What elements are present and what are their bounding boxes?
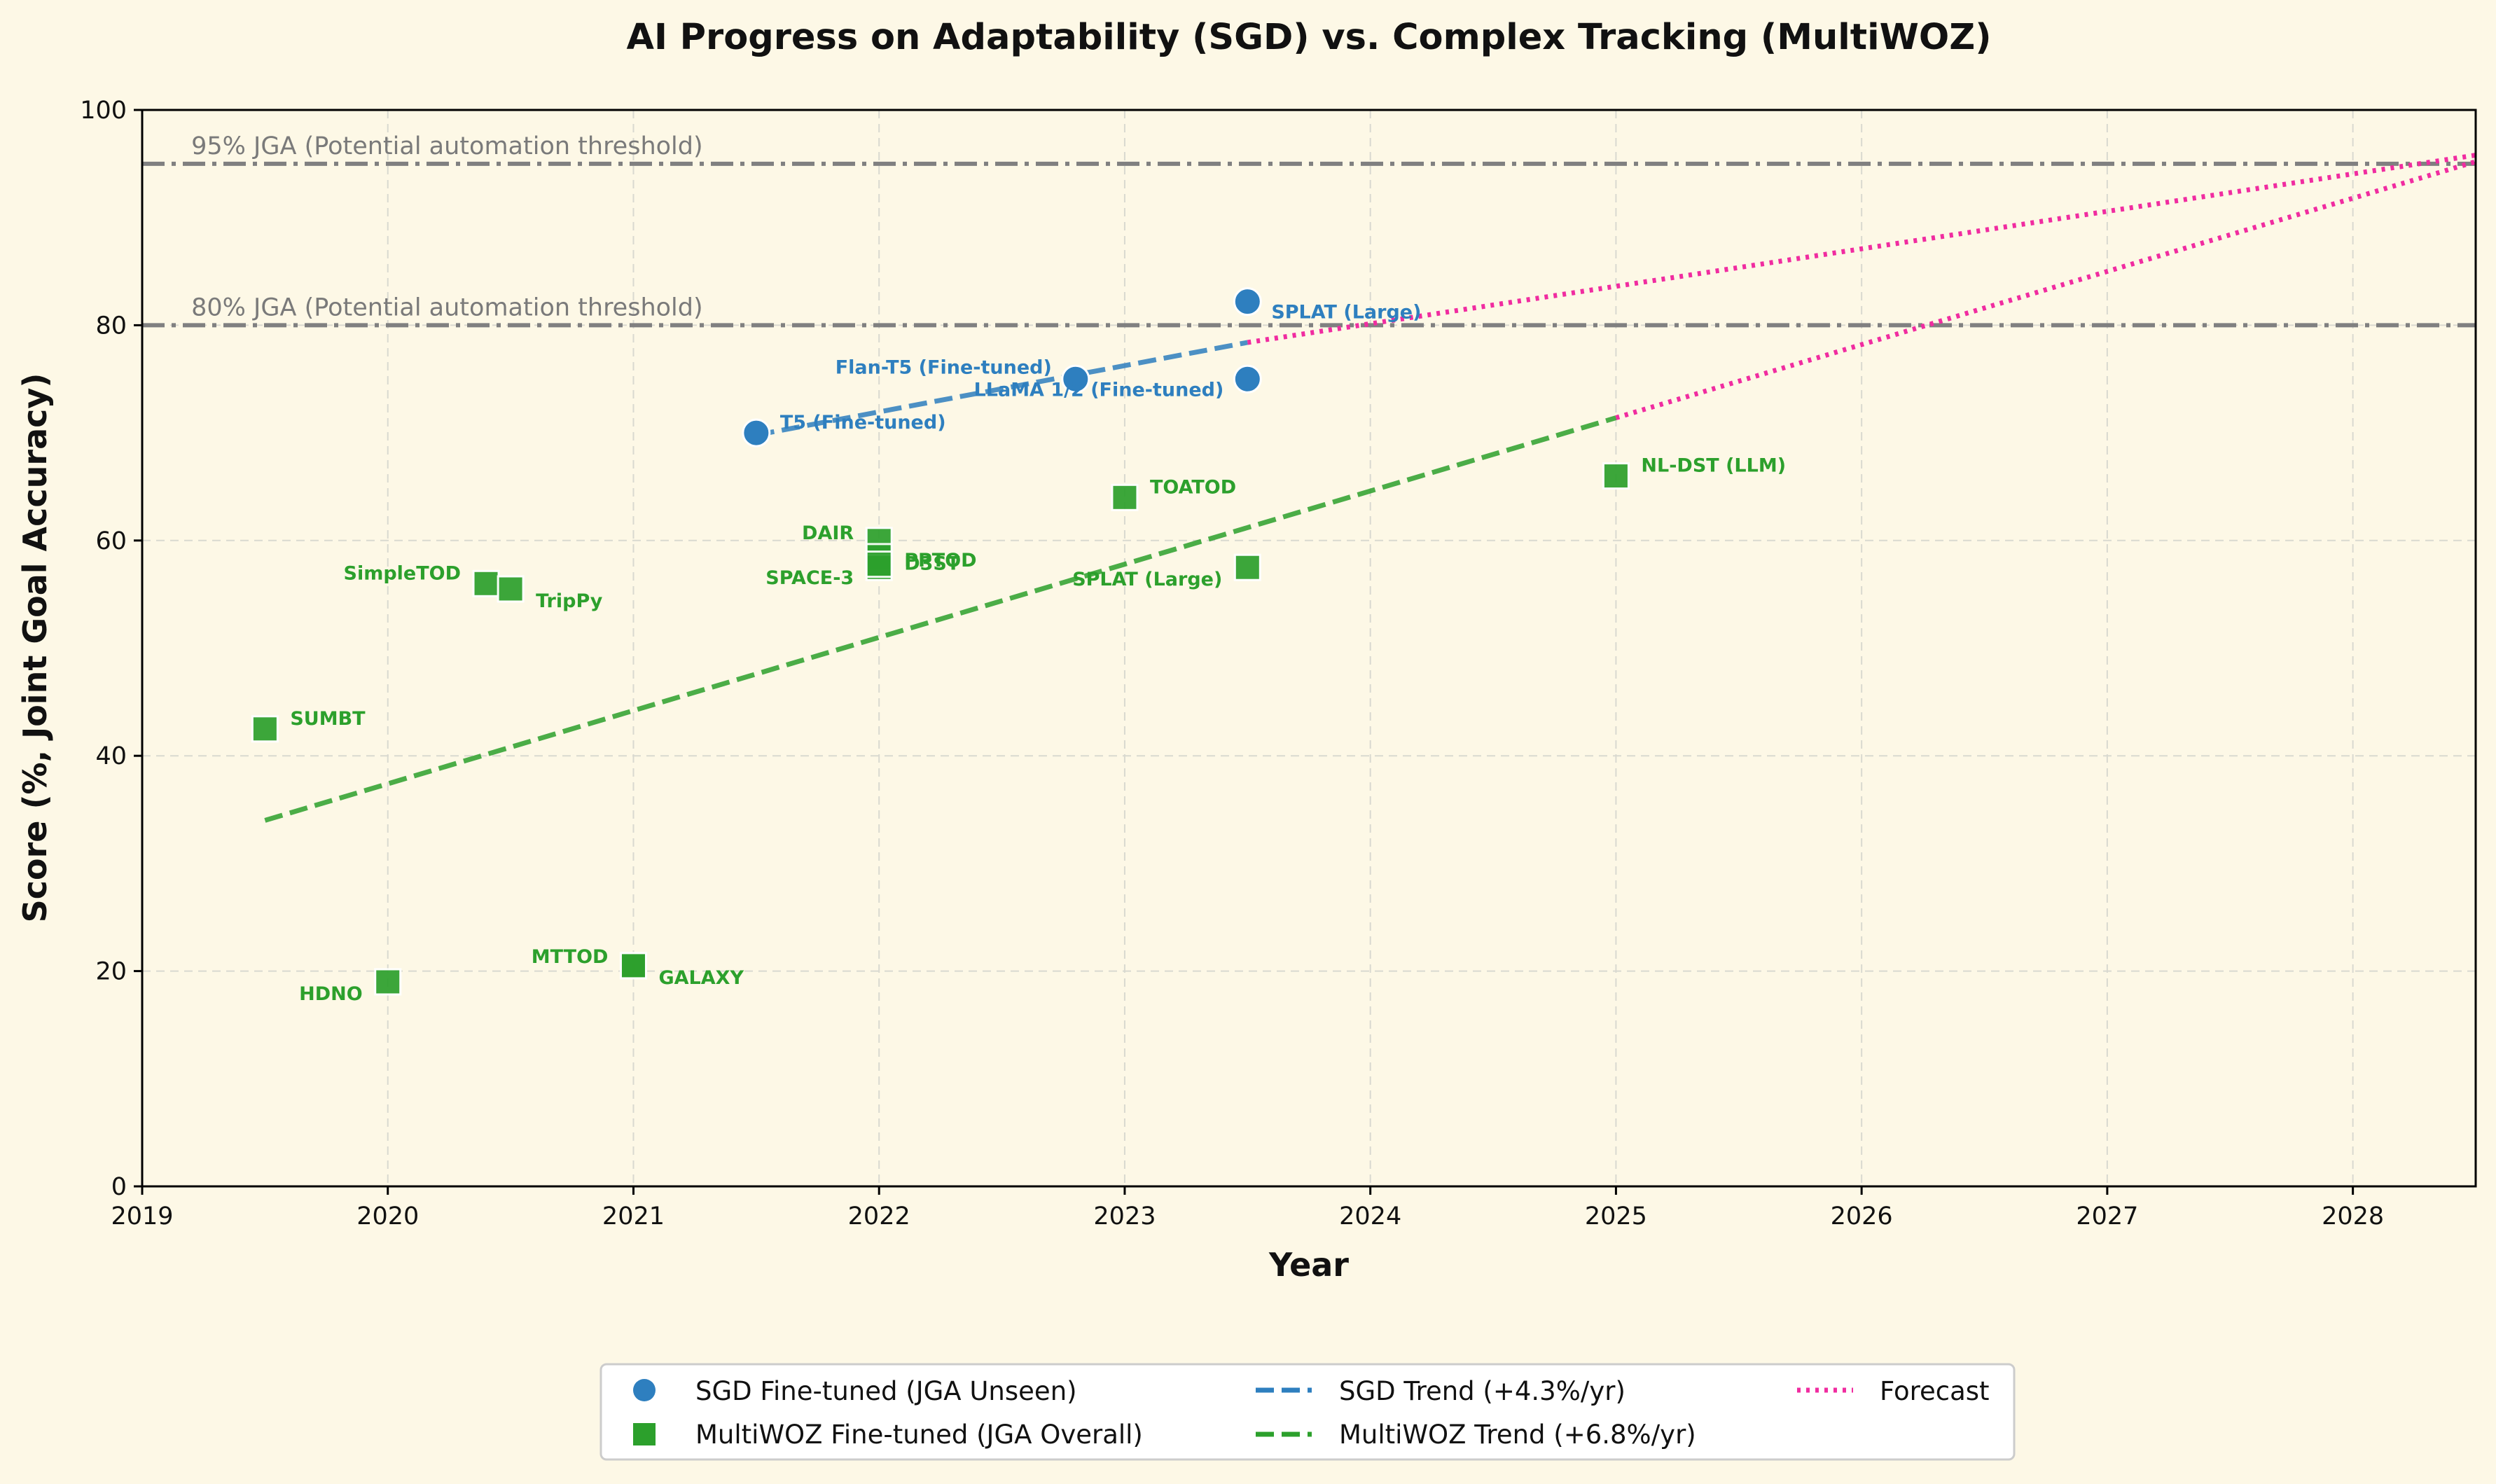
- point-labels: T5 (Fine-tuned) Flan-T5 (Fine-tuned)LLaMA…: [290, 302, 1786, 1005]
- x-tick-label: 2028: [2322, 1202, 2384, 1230]
- x-tick-label: 2019: [111, 1202, 173, 1230]
- axes: 2019 2020 2021 2022 2023 2024 2025 2026 2027 2028…: [80, 97, 2384, 1230]
- multiwoz-point-label: PPTOD: [904, 550, 976, 571]
- sgd-point: [1233, 364, 1262, 394]
- multiwoz-point-label: GALAXY: [658, 967, 744, 989]
- sgd-point: [1061, 364, 1090, 394]
- multiwoz-point: [374, 968, 402, 996]
- plot-area: [142, 110, 2476, 1186]
- forecast-line: [1247, 153, 2476, 345]
- multiwoz-point-label: TripPy: [536, 590, 603, 612]
- multiwoz-point: [865, 550, 893, 578]
- legend: SGD Fine-tuned (JGA Unseen) MultiWOZ Fin…: [599, 1363, 2016, 1461]
- multiwoz-point-label: SUMBT: [290, 708, 366, 730]
- x-tick-label: 2022: [848, 1202, 910, 1230]
- sgd-point-label: LLaMA 1/2 (Fine-tuned): [974, 379, 1224, 401]
- chart-title: AI Progress on Adaptability (SGD) vs. Co…: [626, 17, 1991, 58]
- multiwoz-point-label: MTTOD: [532, 946, 609, 968]
- sgd-point-label: Flan-T5 (Fine-tuned): [836, 356, 1052, 378]
- multiwoz-point: [1233, 553, 1261, 581]
- multiwoz-point: [497, 575, 525, 603]
- x-tick-label: 2021: [602, 1202, 665, 1230]
- sgd-trend-line: [756, 340, 1248, 438]
- threshold-label: 95% JGA (Potential automation threshold): [191, 132, 703, 160]
- data-points: [251, 287, 1630, 996]
- multiwoz-point-label: SimpleTOD: [344, 562, 462, 584]
- sgd-point-label: SPLAT (Large): [1271, 302, 1421, 324]
- multiwoz-point: [1111, 483, 1139, 511]
- y-tick-label: 60: [95, 527, 127, 555]
- multiwoz-point-label: D3ST: [904, 553, 960, 575]
- x-tick-label: 2026: [1831, 1202, 1893, 1230]
- y-tick-label: 80: [95, 312, 127, 340]
- multiwoz-point-label: HDNO: [299, 983, 363, 1005]
- x-tick-label: 2025: [1585, 1202, 1647, 1230]
- multiwoz-trend-line: [264, 415, 1617, 823]
- sgd-point: [742, 418, 771, 448]
- legend-marker-sgd: [633, 1379, 656, 1401]
- x-tick-label: 2024: [1339, 1202, 1401, 1230]
- plot-frame: [141, 109, 2477, 1188]
- multiwoz-point: [472, 569, 500, 597]
- legend-label-multiwoz: MultiWOZ Fine-tuned (JGA Overall): [695, 1420, 1143, 1450]
- trend-lines: [264, 153, 2476, 823]
- multiwoz-point-label: SPLAT (Large): [1072, 569, 1222, 590]
- legend-label-multiwoz-trend: MultiWOZ Trend (+6.8%/yr): [1339, 1420, 1696, 1450]
- y-tick-label: 100: [80, 97, 127, 125]
- y-tick-label: 40: [95, 742, 127, 770]
- y-axis-label: Score (%, Joint Goal Accuracy): [16, 373, 54, 923]
- y-tick-label: 20: [95, 958, 127, 986]
- x-tick-label: 2027: [2076, 1202, 2138, 1230]
- multiwoz-point-label: NL-DST (LLM): [1641, 455, 1786, 477]
- sgd-point-label: T5 (Fine-tuned): [780, 412, 946, 434]
- legend-box: [599, 1363, 2016, 1461]
- threshold-label: 80% JGA (Potential automation threshold): [191, 293, 703, 321]
- multiwoz-point-label: SPACE-3: [765, 567, 854, 589]
- legend-label-sgd: SGD Fine-tuned (JGA Unseen): [695, 1376, 1077, 1406]
- legend-marker-multiwoz: [633, 1423, 656, 1445]
- multiwoz-point: [1602, 462, 1630, 490]
- x-tick-label: 2020: [356, 1202, 419, 1230]
- legend-label-forecast: Forecast: [1880, 1376, 1990, 1406]
- multiwoz-point: [251, 715, 279, 743]
- sgd-point: [1233, 287, 1262, 317]
- x-axis-label: Year: [1268, 1246, 1349, 1284]
- x-tick-label: 2023: [1093, 1202, 1156, 1230]
- y-tick-label: 0: [111, 1173, 127, 1201]
- multiwoz-point: [619, 952, 647, 980]
- multiwoz-point-label: DAIR: [802, 522, 854, 544]
- forecast-line: [1615, 159, 2476, 420]
- multiwoz-point-label: TOATOD: [1150, 476, 1236, 498]
- threshold-lines: 95% JGA (Potential automation threshold)…: [142, 132, 2476, 328]
- legend-label-sgd-trend: SGD Trend (+4.3%/yr): [1339, 1376, 1625, 1406]
